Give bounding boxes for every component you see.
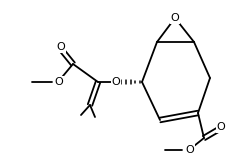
Text: O: O bbox=[112, 77, 120, 87]
Text: O: O bbox=[57, 42, 65, 52]
Text: O: O bbox=[217, 122, 225, 132]
Text: O: O bbox=[171, 13, 179, 23]
Text: O: O bbox=[186, 145, 194, 155]
Text: O: O bbox=[55, 77, 63, 87]
